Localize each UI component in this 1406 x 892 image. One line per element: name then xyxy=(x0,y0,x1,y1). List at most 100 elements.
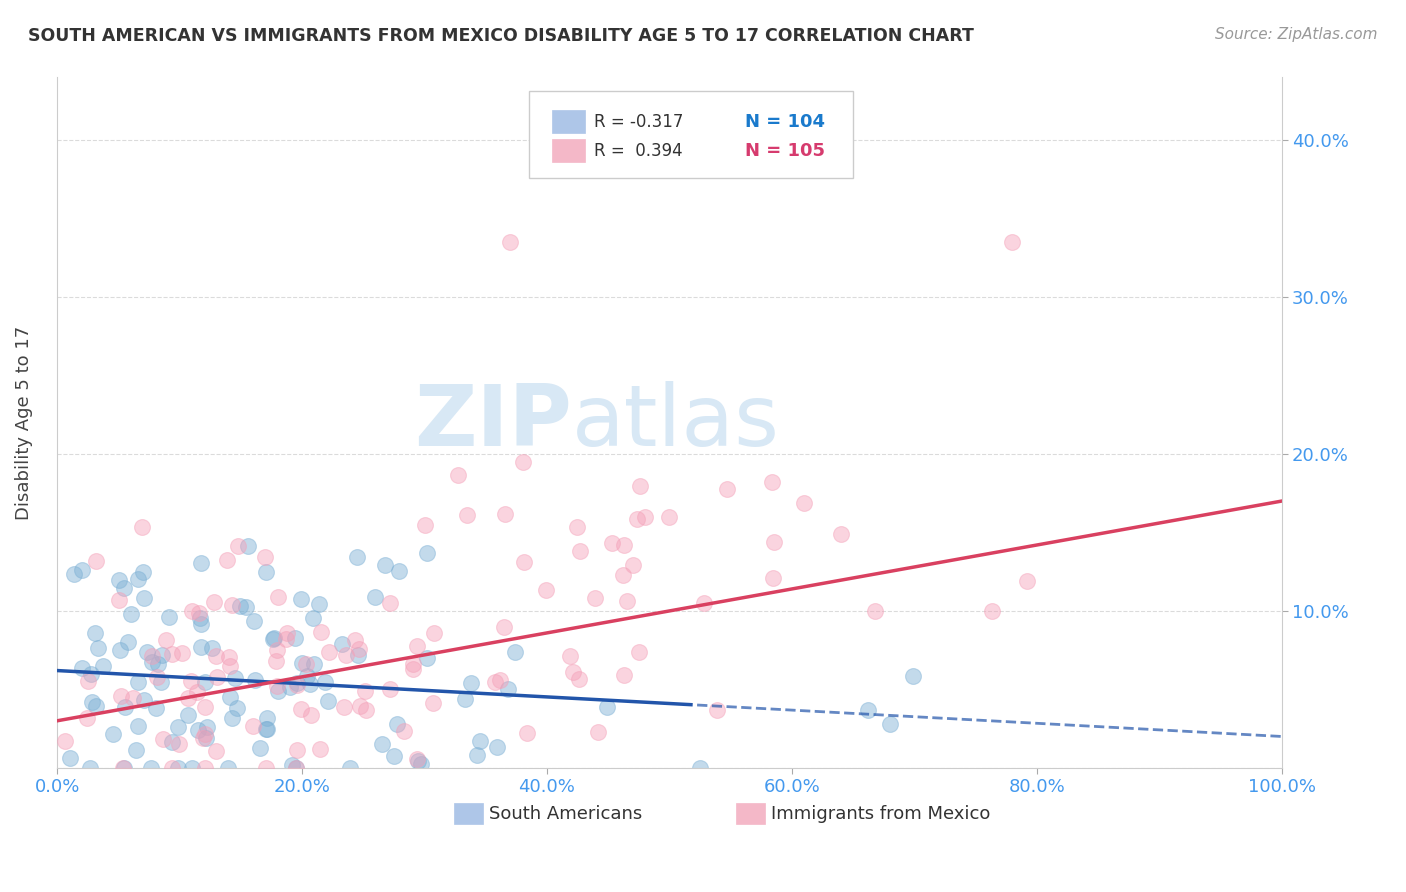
Point xyxy=(456,508,478,522)
Point xyxy=(195,720,218,734)
Point xyxy=(82,695,104,709)
Point xyxy=(402,662,425,676)
Point xyxy=(155,632,177,647)
Point xyxy=(180,761,202,775)
Point xyxy=(172,646,194,660)
Text: South Americans: South Americans xyxy=(489,805,643,823)
Point xyxy=(384,748,406,763)
Point xyxy=(160,734,183,748)
Point xyxy=(181,604,204,618)
Point xyxy=(349,698,371,713)
Point xyxy=(402,657,425,671)
Point xyxy=(302,657,325,672)
Point xyxy=(86,554,108,568)
Point xyxy=(180,673,202,688)
Point xyxy=(150,648,173,662)
Point xyxy=(146,670,169,684)
Point xyxy=(516,725,538,739)
Point xyxy=(406,754,429,768)
Point xyxy=(285,675,308,690)
Point xyxy=(162,647,184,661)
Point xyxy=(763,535,786,549)
Point xyxy=(330,637,353,651)
Point xyxy=(405,639,427,653)
Point xyxy=(285,678,308,692)
Point xyxy=(254,723,277,737)
Point xyxy=(195,731,218,745)
Point xyxy=(314,675,336,690)
Point xyxy=(297,669,319,683)
Point xyxy=(901,669,924,683)
Point xyxy=(353,684,375,698)
Point xyxy=(613,668,636,682)
Point xyxy=(117,635,139,649)
Point xyxy=(219,690,242,704)
Point xyxy=(447,468,470,483)
Point xyxy=(205,670,228,684)
Point xyxy=(371,738,394,752)
Point xyxy=(1001,235,1024,250)
Point xyxy=(83,626,105,640)
Point xyxy=(301,708,323,723)
Point xyxy=(194,675,217,690)
Point xyxy=(249,741,271,756)
Text: N = 105: N = 105 xyxy=(745,142,825,160)
Point xyxy=(218,659,240,673)
Point xyxy=(856,702,879,716)
Point xyxy=(364,590,387,604)
Text: ZIP: ZIP xyxy=(413,381,571,464)
Point xyxy=(388,564,411,578)
Point xyxy=(339,761,361,775)
Point xyxy=(167,737,190,751)
Point xyxy=(558,649,581,664)
Point xyxy=(80,667,103,681)
Point xyxy=(267,684,290,698)
Point xyxy=(107,593,129,607)
Point xyxy=(226,701,249,715)
Point xyxy=(177,708,200,723)
Point xyxy=(274,632,297,646)
Point xyxy=(190,616,212,631)
Point xyxy=(586,724,609,739)
Point xyxy=(204,744,226,758)
Point xyxy=(302,611,325,625)
Point xyxy=(346,550,368,565)
Point xyxy=(409,757,432,772)
Point xyxy=(103,727,125,741)
Point xyxy=(612,567,634,582)
Point xyxy=(135,645,157,659)
Point xyxy=(193,731,215,745)
Point xyxy=(205,649,228,664)
Point xyxy=(626,512,648,526)
Point xyxy=(422,625,444,640)
Point xyxy=(264,654,287,668)
Point xyxy=(121,690,143,705)
Point xyxy=(600,536,623,550)
Point xyxy=(226,540,249,554)
Point xyxy=(568,544,591,558)
Point xyxy=(335,648,357,663)
Point xyxy=(187,723,209,737)
Point xyxy=(114,700,136,714)
Point xyxy=(141,655,163,669)
Point xyxy=(879,717,901,731)
Point xyxy=(405,751,427,765)
Point xyxy=(150,674,173,689)
Y-axis label: Disability Age 5 to 17: Disability Age 5 to 17 xyxy=(15,326,32,520)
Point xyxy=(484,674,506,689)
Point xyxy=(285,761,308,775)
Point xyxy=(62,567,84,582)
Text: atlas: atlas xyxy=(571,381,779,464)
Point xyxy=(658,509,681,524)
Point xyxy=(413,517,436,532)
Point xyxy=(761,475,783,489)
Point xyxy=(217,761,239,775)
Point xyxy=(167,720,190,734)
Text: R = -0.317: R = -0.317 xyxy=(593,112,683,130)
Point xyxy=(416,546,439,560)
Point xyxy=(285,743,308,757)
Text: Immigrants from Mexico: Immigrants from Mexico xyxy=(770,805,990,823)
Point xyxy=(512,455,534,469)
Point xyxy=(194,727,217,741)
Point xyxy=(263,631,285,645)
